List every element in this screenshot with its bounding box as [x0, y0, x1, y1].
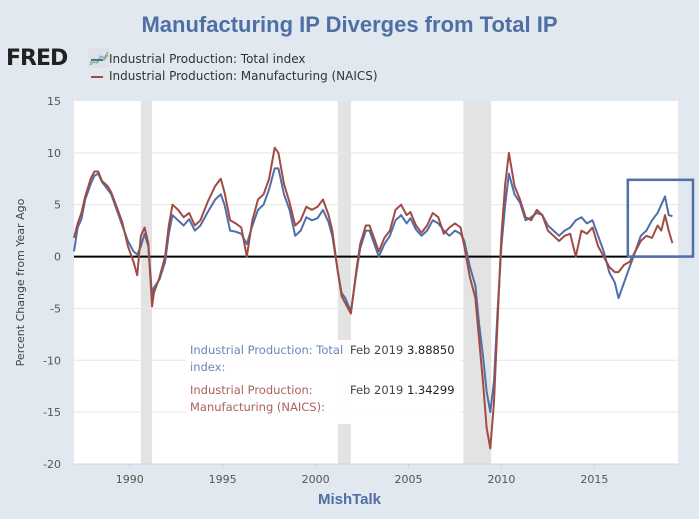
tooltip-value: 3.88850: [406, 343, 455, 357]
x-tick-label: 2010: [487, 473, 515, 486]
legend-swatch-manufacturing: [91, 75, 103, 78]
tooltip: Industrial Production: Total index: Feb …: [186, 340, 460, 424]
tooltip-series-name: Industrial Production: Total index:: [190, 343, 344, 374]
tooltip-series-name: Industrial Production: Manufacturing (NA…: [190, 383, 325, 414]
legend-label-manufacturing: Industrial Production: Manufacturing (NA…: [109, 69, 378, 83]
source-label: MishTalk: [317, 491, 382, 508]
y-tick-label: 0: [54, 251, 61, 264]
y-tick-label: -20: [43, 458, 61, 471]
legend-item-total-index[interactable]: Industrial Production: Total index: [91, 52, 305, 66]
x-tick-label: 1990: [116, 473, 144, 486]
y-tick-label: 10: [47, 147, 61, 160]
y-tick-label: -15: [43, 406, 61, 419]
x-tick-label: 1995: [209, 473, 237, 486]
legend-label-total: Industrial Production: Total index: [109, 52, 306, 66]
highlight-box: [626, 178, 695, 258]
x-tick-label: 2015: [580, 473, 608, 486]
y-tick-label: 5: [54, 199, 61, 212]
y-tick-label: -10: [43, 354, 61, 367]
legend-item-manufacturing[interactable]: Industrial Production: Manufacturing (NA…: [91, 69, 378, 83]
tooltip-value: 1.34299: [406, 383, 455, 397]
legend-swatch-total: [91, 58, 103, 61]
tooltip-date: Feb 2019: [350, 343, 404, 357]
y-axis-label: Percent Change from Year Ago: [14, 198, 27, 366]
series-line-manufacturing: [73, 146, 674, 450]
tooltip-row-total: Industrial Production: Total index: Feb …: [190, 342, 456, 376]
y-tick-label: -5: [50, 302, 61, 315]
fred-logo: FRED: [6, 46, 68, 71]
recession-band: [463, 101, 492, 464]
tooltip-row-manufacturing: Industrial Production: Manufacturing (NA…: [190, 382, 456, 416]
x-tick-label: 2000: [302, 473, 330, 486]
tooltip-date: Feb 2019: [350, 383, 404, 397]
chart-title: Manufacturing IP Diverges from Total IP: [141, 12, 558, 37]
recession-band: [140, 101, 153, 464]
y-tick-label: 15: [47, 95, 61, 108]
x-tick-label: 2005: [395, 473, 423, 486]
